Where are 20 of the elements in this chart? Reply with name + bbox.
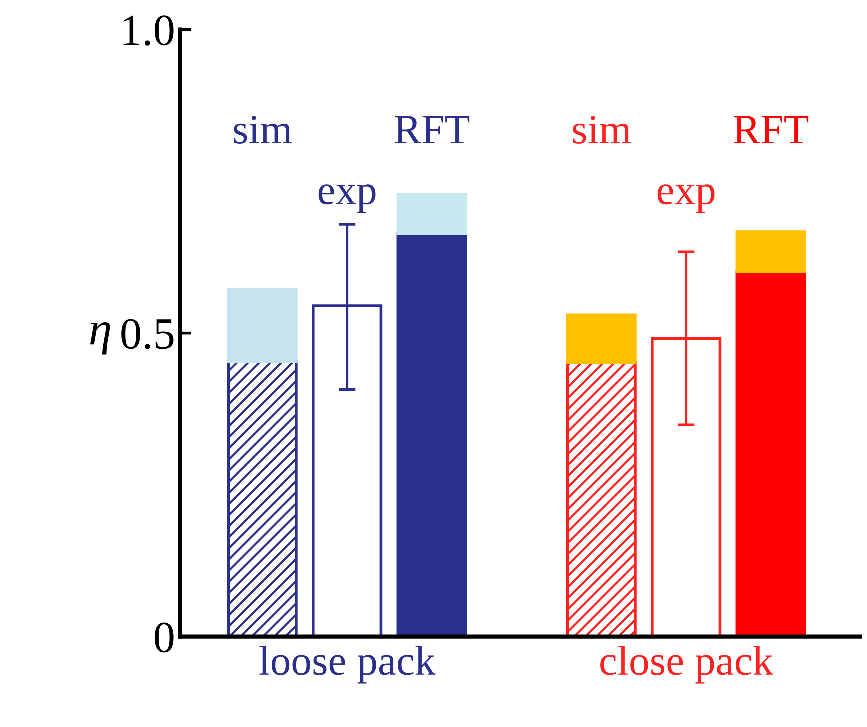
bar [736, 230, 806, 274]
y-tick-label: 0.5 [122, 319, 174, 350]
y-tick-label: 1.0 [124, 16, 174, 46]
x-tick-label: RFT [734, 116, 809, 144]
x-tick-label: exp [318, 184, 376, 214]
text: close pack [600, 646, 774, 684]
x-tick-label: exp [658, 184, 715, 214]
bar [566, 362, 637, 637]
bar [396, 194, 468, 236]
x-tick-label: RFT [395, 116, 470, 144]
bar [396, 232, 468, 637]
bar [227, 288, 298, 364]
bar [736, 270, 806, 637]
x-tick-label: sim [234, 116, 292, 144]
text: loose pack [260, 646, 436, 684]
y-axis-title: η [90, 322, 110, 355]
y-tick-label: 0 [154, 622, 174, 653]
x-tick-label: sim [573, 116, 632, 144]
bar [566, 314, 637, 364]
bar [227, 360, 298, 637]
